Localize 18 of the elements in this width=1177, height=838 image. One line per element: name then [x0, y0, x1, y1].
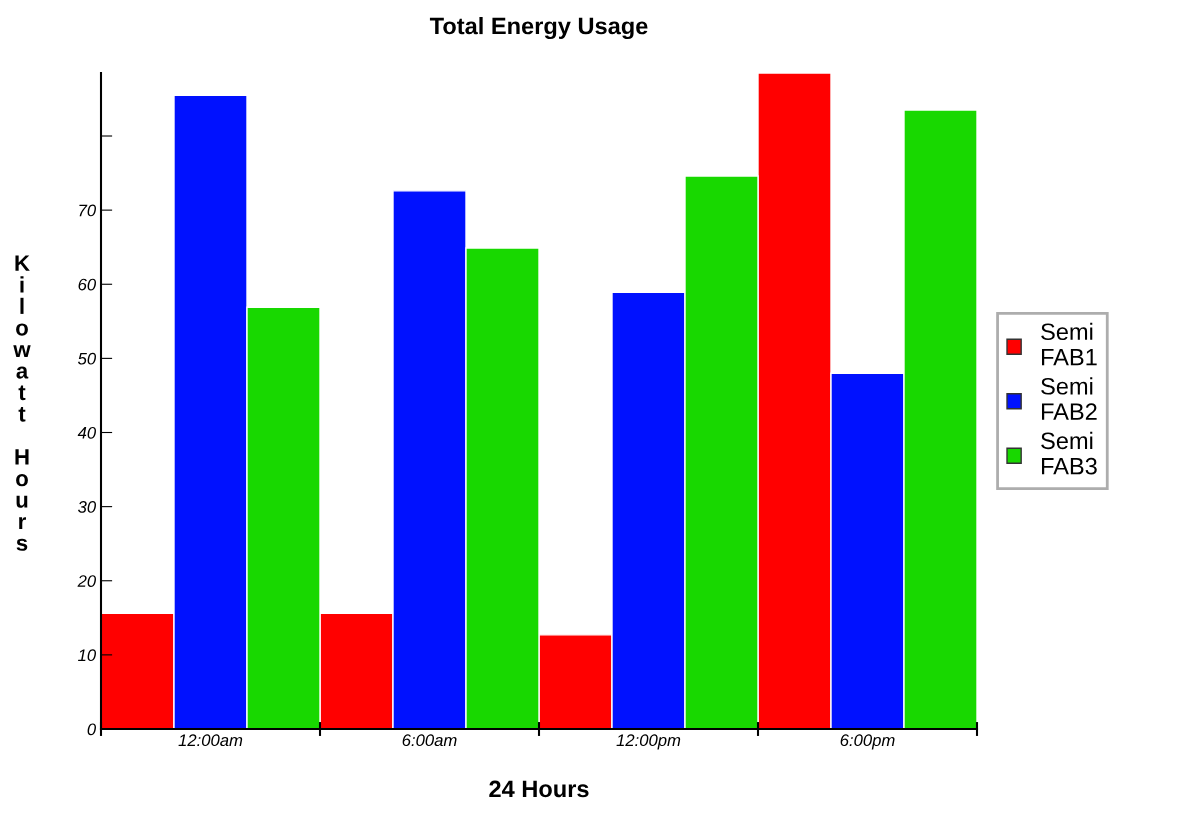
- y-tick-label: 30: [77, 501, 96, 513]
- y-tick-label: 50: [77, 352, 96, 365]
- text: Kilowatt Hours: [13, 255, 31, 551]
- chart-title: Total Energy Usage: [429, 17, 648, 40]
- legend-label: Semi FAB2: [1041, 377, 1097, 420]
- y-tick-label: 0: [87, 723, 96, 736]
- legend-label: Semi FAB1: [1041, 322, 1097, 366]
- y-tick-label: 70: [79, 204, 96, 217]
- x-tick-label: 12:00pm: [616, 734, 681, 750]
- y-tick-label: 20: [77, 575, 96, 587]
- y-tick-label: 10: [78, 649, 96, 662]
- legend-label: Semi FAB3: [1041, 431, 1097, 475]
- y-tick-label: 40: [77, 426, 96, 439]
- x-axis-title: 24 Hours: [489, 780, 589, 798]
- x-tick-label: 12:00am: [178, 734, 243, 747]
- y-tick-label: 60: [78, 278, 96, 291]
- x-tick-label: 6:00am: [402, 734, 457, 747]
- x-tick-label: 6:00pm: [840, 734, 895, 750]
